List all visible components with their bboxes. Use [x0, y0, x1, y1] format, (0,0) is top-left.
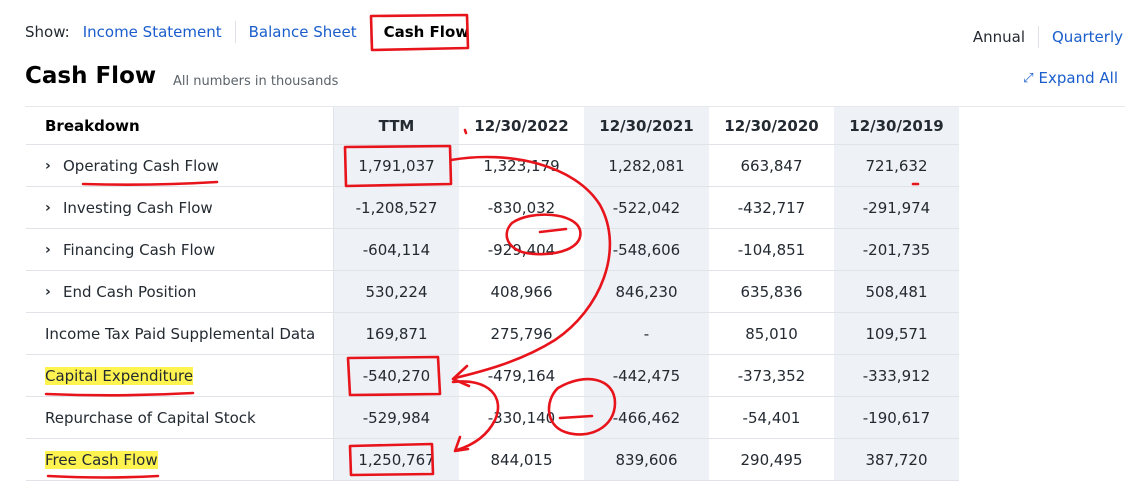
- table-row-free-cash-flow: Free Cash Flow 1,250,767 844,015 839,606…: [26, 438, 959, 480]
- column-header-2019: 12/30/2019: [834, 107, 959, 144]
- table-header-row: Breakdown TTM 12/30/2022 12/30/2021 12/3…: [26, 107, 959, 144]
- row-label-text: Investing Cash Flow: [63, 198, 213, 217]
- annual-button[interactable]: Annual: [972, 28, 1025, 46]
- table-cell: 290,495: [740, 450, 803, 469]
- table-cell: 109,571: [834, 313, 959, 354]
- table-cell: -442,475: [584, 355, 709, 396]
- page-title: Cash Flow: [25, 63, 157, 89]
- table-cell: 508,481: [834, 271, 959, 312]
- table-cell: -540,270: [334, 355, 459, 396]
- table-cell: 169,871: [334, 313, 459, 354]
- table-cell: -190,617: [834, 397, 959, 438]
- table-cell: -529,984: [334, 397, 459, 438]
- table-row-investing-cash-flow: › Investing Cash Flow -1,208,527 -830,03…: [26, 186, 959, 228]
- chevron-right-icon[interactable]: ›: [45, 241, 51, 258]
- table-cell: -479,164: [487, 366, 556, 385]
- header-divider: [25, 106, 1125, 107]
- chevron-right-icon[interactable]: ›: [45, 283, 51, 300]
- table-row-repurchase-of-capital-stock: Repurchase of Capital Stock -529,984 -33…: [26, 396, 959, 438]
- table-row-capital-expenditure: Capital Expenditure -540,270 -479,164 -4…: [26, 354, 959, 396]
- table-cell: -432,717: [737, 198, 806, 217]
- table-cell: -929,404: [487, 240, 556, 259]
- table-cell: -522,042: [584, 187, 709, 228]
- table-cell: 530,224: [334, 271, 459, 312]
- statement-selector: Show: Income Statement Balance Sheet Cas…: [25, 14, 482, 50]
- table-cell: 839,606: [584, 439, 709, 480]
- table-cell: -330,140: [487, 408, 556, 427]
- chevron-right-icon[interactable]: ›: [45, 157, 51, 174]
- show-label: Show:: [25, 23, 70, 41]
- row-label-text: Capital Expenditure: [45, 366, 194, 385]
- row-label-free-cash-flow: Free Cash Flow: [26, 439, 334, 480]
- row-label-text: Operating Cash Flow: [63, 156, 219, 175]
- table-cell: 663,847: [740, 156, 803, 175]
- table-cell: 1,791,037: [334, 145, 459, 186]
- expand-all-label: Expand All: [1038, 69, 1118, 87]
- table-cell: -548,606: [584, 229, 709, 270]
- row-label-operating-cash-flow[interactable]: › Operating Cash Flow: [26, 145, 334, 186]
- table-cell: -201,735: [834, 229, 959, 270]
- table-cell: 844,015: [490, 450, 553, 469]
- chevron-right-icon[interactable]: ›: [45, 199, 51, 216]
- table-cell: 635,836: [740, 282, 803, 301]
- expand-arrows-icon: ⤢: [1023, 70, 1034, 86]
- cash-flow-table: Breakdown TTM 12/30/2022 12/30/2021 12/3…: [26, 107, 959, 481]
- table-cell: -104,851: [737, 240, 806, 259]
- table-cell: 387,720: [834, 439, 959, 480]
- quarterly-button[interactable]: Quarterly: [1052, 28, 1123, 46]
- table-row-end-cash-position: › End Cash Position 530,224 408,966 846,…: [26, 270, 959, 312]
- column-header-breakdown: Breakdown: [26, 107, 334, 144]
- table-cell: -291,974: [834, 187, 959, 228]
- row-label-text: End Cash Position: [63, 282, 197, 301]
- table-cell: -54,401: [742, 408, 801, 427]
- table-cell: -1,208,527: [334, 187, 459, 228]
- row-label-end-cash-position[interactable]: › End Cash Position: [26, 271, 334, 312]
- table-cell: -: [584, 313, 709, 354]
- row-label-text: Income Tax Paid Supplemental Data: [45, 324, 316, 343]
- period-separator: [1038, 26, 1039, 48]
- row-label-text: Free Cash Flow: [45, 450, 158, 469]
- row-label-repurchase-of-capital-stock: Repurchase of Capital Stock: [26, 397, 334, 438]
- row-label-income-tax-paid: Income Tax Paid Supplemental Data: [26, 313, 334, 354]
- tab-balance-sheet[interactable]: Balance Sheet: [248, 23, 357, 41]
- tab-separator: [234, 21, 236, 43]
- table-cell: -466,462: [584, 397, 709, 438]
- row-label-text: Financing Cash Flow: [63, 240, 216, 259]
- table-cell: -333,912: [834, 355, 959, 396]
- tab-income-statement[interactable]: Income Statement: [82, 23, 222, 41]
- table-cell: -373,352: [737, 366, 806, 385]
- column-header-ttm: TTM: [334, 107, 459, 144]
- column-header-2020: 12/30/2020: [724, 116, 819, 135]
- row-label-financing-cash-flow[interactable]: › Financing Cash Flow: [26, 229, 334, 270]
- table-row-operating-cash-flow: › Operating Cash Flow 1,791,037 1,323,17…: [26, 144, 959, 186]
- units-note: All numbers in thousands: [173, 74, 339, 89]
- table-cell: 721,632: [834, 145, 959, 186]
- period-selector: Annual Quarterly: [973, 26, 1123, 48]
- table-cell: 275,796: [490, 324, 553, 343]
- table-row-financing-cash-flow: › Financing Cash Flow -604,114 -929,404 …: [26, 228, 959, 270]
- table-cell: 1,323,179: [483, 156, 560, 175]
- expand-all-button[interactable]: ⤢ Expand All: [1023, 69, 1118, 87]
- column-header-2021: 12/30/2021: [584, 107, 709, 144]
- table-cell: 85,010: [745, 324, 798, 343]
- row-label-capital-expenditure: Capital Expenditure: [26, 355, 334, 396]
- row-label-text: Repurchase of Capital Stock: [45, 408, 256, 427]
- tab-cash-flow[interactable]: Cash Flow: [383, 23, 470, 41]
- row-label-investing-cash-flow[interactable]: › Investing Cash Flow: [26, 187, 334, 228]
- table-cell: 1,282,081: [584, 145, 709, 186]
- table-cell: -604,114: [334, 229, 459, 270]
- column-header-2022: 12/30/2022: [474, 116, 569, 135]
- table-cell: 408,966: [490, 282, 553, 301]
- table-cell: 846,230: [584, 271, 709, 312]
- table-row-income-tax-paid: Income Tax Paid Supplemental Data 169,87…: [26, 312, 959, 354]
- table-cell: 1,250,767: [334, 439, 459, 480]
- table-cell: -830,032: [487, 198, 556, 217]
